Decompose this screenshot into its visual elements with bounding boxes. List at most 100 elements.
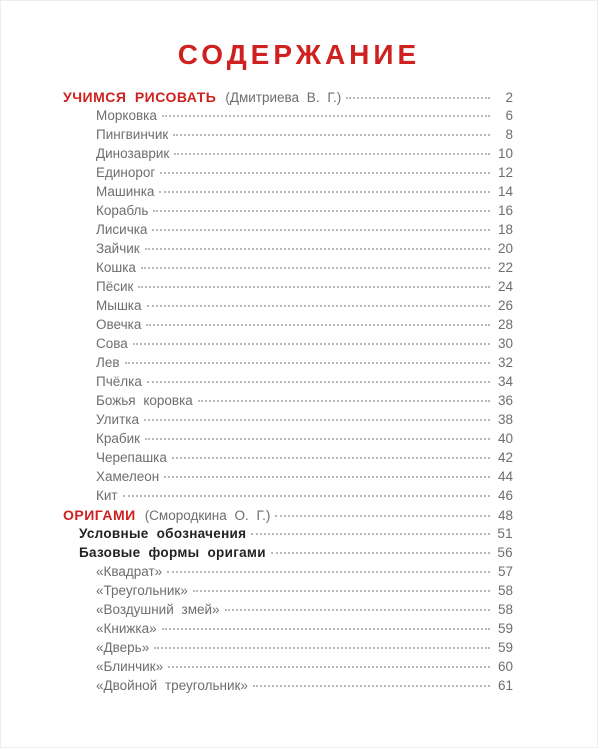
page-number: 2 (505, 90, 513, 105)
toc-entry: Овечка 28 (63, 317, 513, 336)
page-number: 58 (497, 583, 513, 598)
dot-leader (224, 609, 490, 611)
dot-leader (145, 438, 490, 440)
page-number: 48 (497, 508, 513, 523)
entry-label: Пингвинчик (96, 127, 169, 142)
page-number: 56 (497, 545, 513, 560)
page-number: 59 (497, 640, 513, 655)
dot-leader (164, 476, 490, 478)
toc-entry: «Блинчик» 60 (63, 659, 513, 678)
entry-label: «Воздушний змей» (96, 602, 220, 617)
page-number: 26 (497, 298, 513, 313)
entry-label: «Треугольник» (96, 583, 188, 598)
entry-label: Корабль (96, 203, 149, 218)
toc-section-header: УЧИМСЯ РИСОВАТЬ (Дмитриева В. Г.) 2 (63, 89, 513, 108)
dot-leader (197, 400, 490, 402)
page-number: 20 (497, 241, 513, 256)
dot-leader (173, 134, 490, 136)
dot-leader (275, 515, 490, 517)
page-number: 60 (497, 659, 513, 674)
entry-label: Лисичка (96, 222, 148, 237)
entry-label: Кошка (96, 260, 136, 275)
page-number: 18 (497, 222, 513, 237)
entry-label: Лев (96, 355, 120, 370)
dot-leader (192, 590, 490, 592)
dot-leader (122, 495, 490, 497)
section-author: (Дмитриева В. Г.) (225, 90, 342, 105)
dot-leader (132, 343, 490, 345)
toc-entry: Динозаврик 10 (63, 146, 513, 165)
toc-entry: «Двойной треугольник» 61 (63, 678, 513, 697)
page-number: 24 (497, 279, 513, 294)
entry-label: Пёсик (96, 279, 134, 294)
dot-leader (144, 419, 490, 421)
entry-label: «Квадрат» (96, 564, 163, 579)
toc-entry: Пингвинчик 8 (63, 127, 513, 146)
toc-entry: «Квадрат» 57 (63, 564, 513, 583)
dot-leader (124, 362, 490, 364)
toc-entry: Божья коровка 36 (63, 393, 513, 412)
toc-entry: Базовые формы оригами 56 (63, 545, 513, 564)
page-number: 38 (497, 412, 513, 427)
page-number: 46 (497, 488, 513, 503)
toc-entry: Условные обозначения 51 (63, 526, 513, 545)
dot-leader (174, 153, 490, 155)
toc-section-header: ОРИГАМИ (Смородкина О. Г.) 48 (63, 507, 513, 526)
toc-entry: Мышка 26 (63, 298, 513, 317)
entry-label: Улитка (96, 412, 139, 427)
entry-label: Крабик (96, 431, 141, 446)
page-number: 12 (497, 165, 513, 180)
toc-entry: Черепашка 42 (63, 450, 513, 469)
entry-label: Хамелеон (96, 469, 160, 484)
page-number: 36 (497, 393, 513, 408)
page-number: 61 (497, 678, 513, 693)
entry-label: Божья коровка (96, 393, 193, 408)
entry-label: Машинка (96, 184, 155, 199)
dot-leader (154, 647, 490, 649)
dot-leader (270, 552, 490, 554)
toc-entry: «Воздушний змей» 58 (63, 602, 513, 621)
dot-leader (160, 172, 490, 174)
page-number: 6 (505, 108, 513, 123)
entry-label: Мышка (96, 298, 142, 313)
toc-entry: «Книжка» 59 (63, 621, 513, 640)
toc-entry: «Дверь» 59 (63, 640, 513, 659)
entry-label: Зайчик (96, 241, 140, 256)
toc-entry: Лисичка 18 (63, 222, 513, 241)
page-number: 51 (497, 526, 513, 541)
dot-leader (146, 305, 490, 307)
entry-label: Кит (96, 488, 118, 503)
entry-label: «Двойной треугольник» (96, 678, 248, 693)
section-author: (Смородкина О. Г.) (144, 508, 271, 523)
dot-leader (161, 628, 490, 630)
entry-label: «Блинчик» (96, 659, 164, 674)
toc-entry: Лев 32 (63, 355, 513, 374)
page-number: 8 (505, 127, 513, 142)
entry-label: Единорог (96, 165, 156, 180)
page-number: 22 (497, 260, 513, 275)
page-number: 10 (497, 146, 513, 161)
dot-leader (138, 286, 490, 288)
entry-label: «Дверь» (96, 640, 150, 655)
toc-entry: Кит 46 (63, 488, 513, 507)
toc-entry: Машинка 14 (63, 184, 513, 203)
dot-leader (167, 571, 490, 573)
toc-entry: Улитка 38 (63, 412, 513, 431)
entry-label: «Книжка» (96, 621, 157, 636)
entry-label: Пчёлка (96, 374, 142, 389)
dot-leader (171, 457, 490, 459)
page-number: 57 (497, 564, 513, 579)
toc-entry: Пчёлка 34 (63, 374, 513, 393)
entry-label: Базовые формы оригами (79, 545, 266, 560)
dot-leader (251, 533, 490, 535)
page-title: СОДЕРЖАНИЕ (177, 39, 421, 70)
dot-leader (252, 685, 490, 687)
dot-leader (146, 324, 490, 326)
toc-entry: Кошка 22 (63, 260, 513, 279)
toc-entry: Сова 30 (63, 336, 513, 355)
page-number: 40 (497, 431, 513, 446)
entry-label: Черепашка (96, 450, 167, 465)
toc-entry: Пёсик 24 (63, 279, 513, 298)
dot-leader (153, 210, 490, 212)
page-number: 30 (497, 336, 513, 351)
